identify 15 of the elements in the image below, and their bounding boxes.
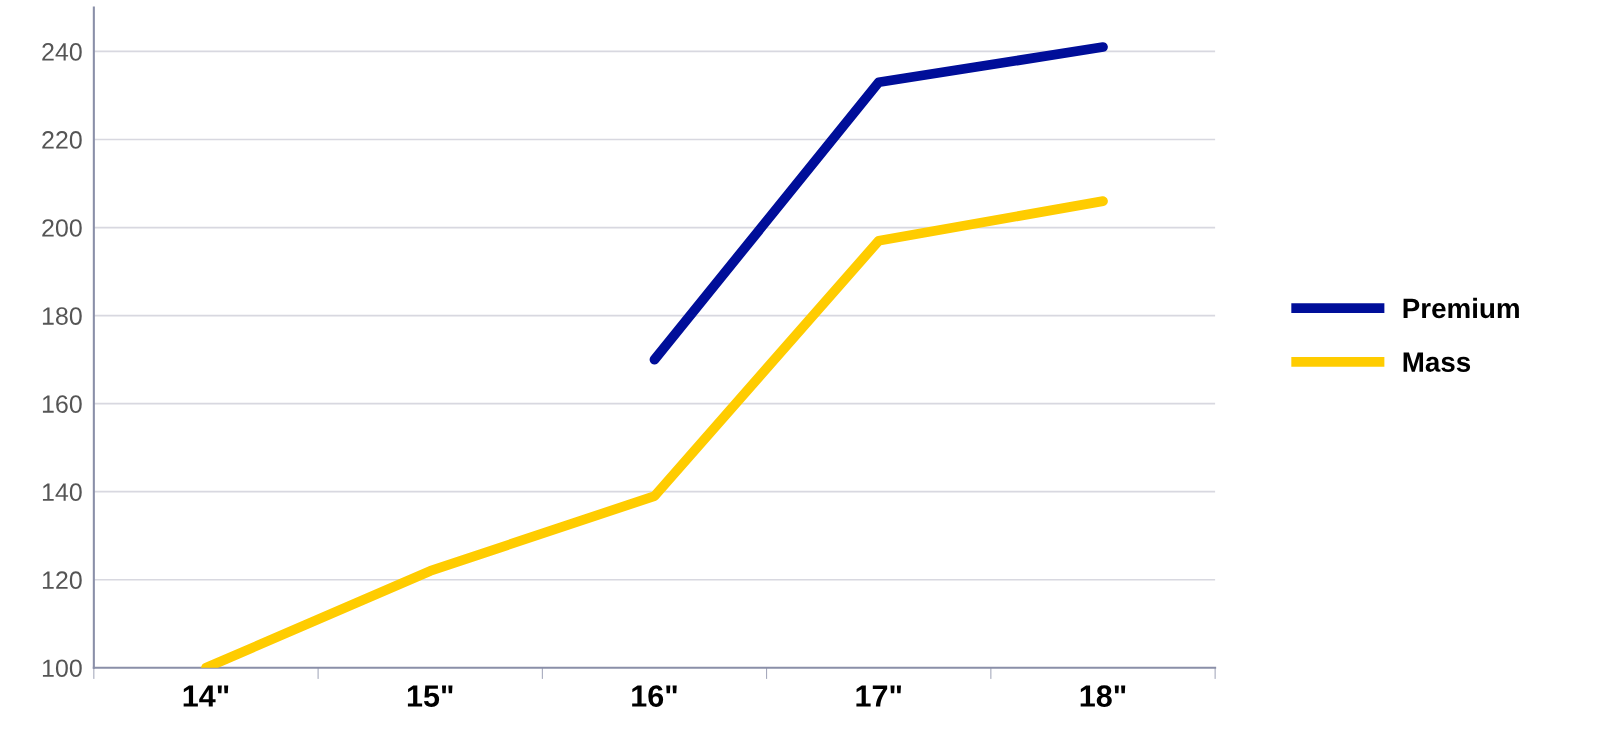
legend-label: Mass <box>1403 352 1471 372</box>
x-tick-label: 18" <box>1080 685 1126 707</box>
x-tick-label: 17" <box>856 685 901 707</box>
y-tick-label: 140 <box>42 483 82 501</box>
y-tick-label: 180 <box>42 307 82 325</box>
y-tick-label: 120 <box>42 571 82 590</box>
legend-label: Premium <box>1403 297 1519 319</box>
y-tick-label: 240 <box>42 43 82 61</box>
x-tick-label: 14" <box>183 685 229 707</box>
x-tick-label: 16" <box>632 685 677 707</box>
y-tick-label: 160 <box>42 395 82 413</box>
x-tick-label: 15" <box>407 685 453 707</box>
y-tick-label: 220 <box>42 131 82 149</box>
y-tick-label: 200 <box>42 219 82 237</box>
y-tick-label: 100 <box>42 659 82 678</box>
